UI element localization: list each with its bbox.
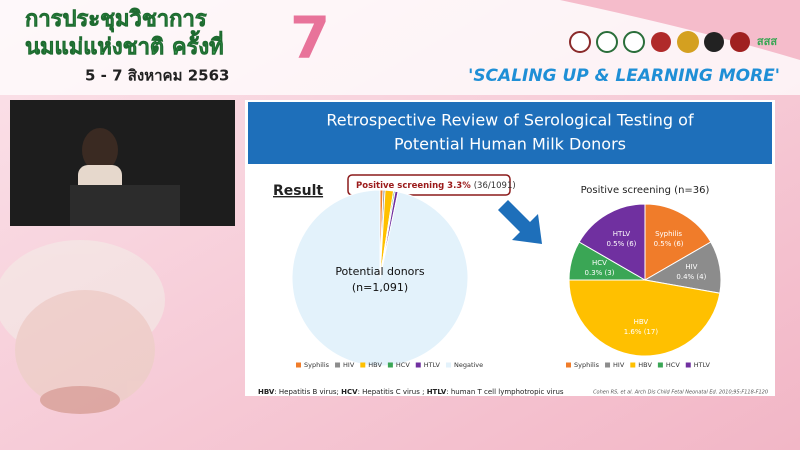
center-label: Potential donors: [335, 265, 425, 278]
pie-slice: [291, 189, 469, 367]
legend-label: HIV: [343, 361, 355, 369]
slice-label: HCV: [592, 259, 607, 267]
legend-swatch: [657, 362, 663, 368]
legend-label: HCV: [666, 361, 680, 369]
legend-swatch: [566, 362, 571, 368]
callout: Positive screening 3.3% (36/1091): [356, 181, 516, 191]
slice-value-label: 0.3% (3): [585, 269, 615, 277]
pie-slice: [568, 279, 721, 357]
slice-label: HBV: [634, 318, 649, 326]
legend-label: HTLV: [424, 361, 441, 369]
result-label: Result: [273, 183, 323, 199]
legend-label: HBV: [368, 361, 382, 369]
slice-label: HIV: [685, 263, 697, 271]
logo-text: สสส: [757, 35, 777, 48]
footnote: HBV: Hepatitis B virus; HCV: Hepatitis C…: [258, 388, 564, 396]
logo: [623, 31, 645, 53]
slide-title-band: [248, 102, 772, 164]
background-photo: [0, 240, 165, 414]
footnote-text: : human T cell lymphotropic virus: [446, 388, 564, 396]
event-title: นมแม่แห่งชาติ ครั้งที่: [25, 30, 224, 60]
slice-label: HTLV: [613, 230, 631, 238]
photo-face: [15, 290, 155, 410]
logo: [677, 31, 699, 53]
legend-swatch: [335, 362, 341, 368]
event-dates: 5 - 7 สิงหาคม 2563: [85, 67, 229, 85]
legend-label: Syphilis: [574, 361, 600, 369]
speaker-figure: [82, 128, 118, 172]
footnote-text: : Hepatitis B virus;: [274, 388, 339, 396]
slide-title: Potential Human Milk Donors: [394, 135, 626, 154]
slice-label: Syphilis: [655, 230, 682, 238]
legend-swatch: [445, 362, 451, 368]
slide-title: Retrospective Review of Serological Test…: [326, 111, 694, 130]
arrow: [498, 200, 542, 244]
footnote-abbr: HBV: [258, 388, 275, 396]
center-sub: (n=1,091): [352, 281, 408, 294]
logos: สสส: [569, 31, 777, 53]
legend-label: HIV: [613, 361, 625, 369]
legend-swatch: [387, 362, 393, 368]
slice-value-label: 0.5% (6): [654, 240, 684, 248]
logo: [596, 31, 618, 53]
legend-swatch: [360, 362, 366, 368]
edition-number: 7: [290, 4, 330, 72]
pie-slice: [644, 203, 712, 281]
slice-value-label: 0.4% (4): [676, 273, 706, 281]
legend-swatch: [296, 362, 301, 368]
logo: [730, 32, 750, 52]
photo-smile: [40, 386, 120, 414]
callout-text: Positive screening 3.3%: [356, 181, 471, 191]
slice-value-label: 1.6% (17): [624, 328, 659, 336]
header-decoration: [560, 0, 800, 60]
footnote-abbr: HCV: [341, 388, 358, 396]
logo: [651, 32, 671, 52]
legend-label: Syphilis: [304, 361, 330, 369]
footnote-abbr: HTLV: [427, 388, 447, 396]
logo: [569, 31, 591, 53]
chart-title: Positive screening (n=36): [581, 185, 710, 196]
slogan: 'SCALING UP & LEARNING MORE': [468, 66, 780, 86]
legend-label: HCV: [396, 361, 410, 369]
pie-slice: [578, 203, 646, 281]
legend-swatch: [415, 362, 421, 368]
legend-swatch: [685, 362, 691, 368]
event-title: การประชุมวิชาการ: [25, 7, 207, 33]
podium: [70, 185, 180, 226]
legend-label: Negative: [454, 361, 483, 369]
logo: [704, 32, 724, 52]
legend-label: HTLV: [694, 361, 711, 369]
citation: Cohen RS, et al. Arch Dis Child Fetal Ne…: [593, 390, 768, 396]
legend-swatch: [630, 362, 636, 368]
callout-detail: (36/1091): [474, 181, 516, 191]
legend-label: HBV: [638, 361, 652, 369]
footnote-text: : Hepatitis C virus ;: [358, 388, 425, 396]
slice-value-label: 0.5% (6): [606, 240, 636, 248]
legend-swatch: [605, 362, 611, 368]
